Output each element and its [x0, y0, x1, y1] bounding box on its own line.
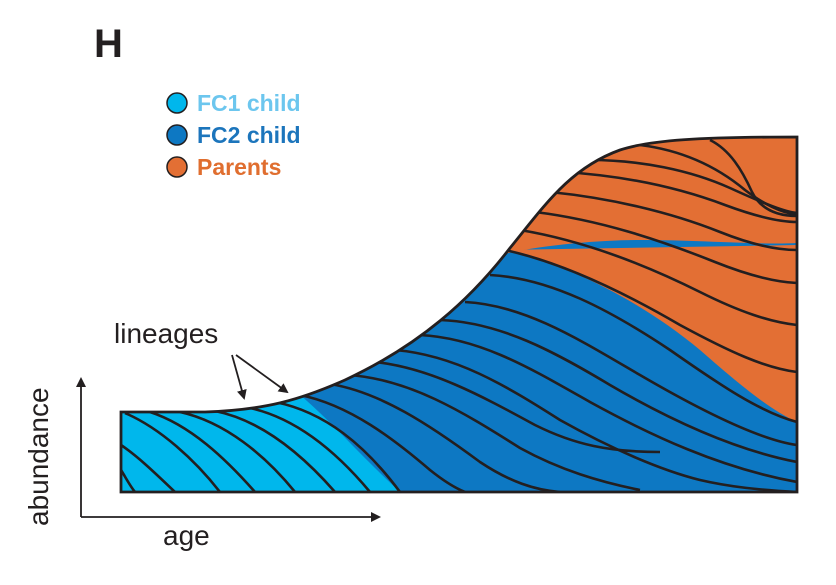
lineage-line [274, 400, 402, 492]
lineage-line [394, 348, 797, 492]
lineage-line [349, 373, 641, 492]
lineage-line [299, 393, 466, 492]
lineages-arrow-right [235, 354, 289, 394]
region-parents-lower [500, 245, 797, 422]
lineage-line [564, 170, 797, 224]
legend-label-fc1: FC1 child [197, 90, 301, 116]
lineage-line [639, 143, 797, 217]
x-axis-label: age [163, 520, 210, 551]
legend-item-fc2: FC2 child [166, 122, 301, 148]
lineage-line [489, 273, 797, 424]
lineage-line [124, 411, 222, 492]
lineage-line [549, 190, 797, 252]
lineage-line [504, 248, 797, 374]
panel-label: H [94, 22, 123, 66]
legend-label-fc2: FC2 child [197, 122, 301, 148]
lineage-lines [121, 138, 797, 492]
lineages-arrow-left [231, 354, 247, 400]
lineages-label: lineages [114, 318, 218, 349]
abundance-outline [119, 135, 799, 494]
legend-swatch-fc2 [166, 124, 188, 146]
legend-label-parents: Parents [197, 154, 281, 180]
legend-swatch-parents [166, 156, 188, 178]
legend-item-parents: Parents [166, 154, 281, 180]
y-axis-label: abundance [23, 387, 54, 526]
lineage-line [179, 410, 297, 492]
lineage-line [464, 300, 797, 447]
lineage-line [329, 382, 561, 492]
lineage-line [419, 333, 797, 484]
lineage-line [519, 228, 797, 327]
legend-item-fc1: FC1 child [166, 90, 301, 116]
legend: FC1 child FC2 child Parents [166, 90, 301, 180]
lineage-line [149, 410, 256, 492]
lineage-line [121, 443, 176, 492]
lineage-line [249, 406, 371, 492]
lineage-line [439, 318, 797, 464]
lineage-line [534, 210, 797, 285]
legend-swatch-fc1 [166, 92, 188, 114]
lineage-line [709, 138, 797, 218]
lineage-line [214, 409, 336, 492]
